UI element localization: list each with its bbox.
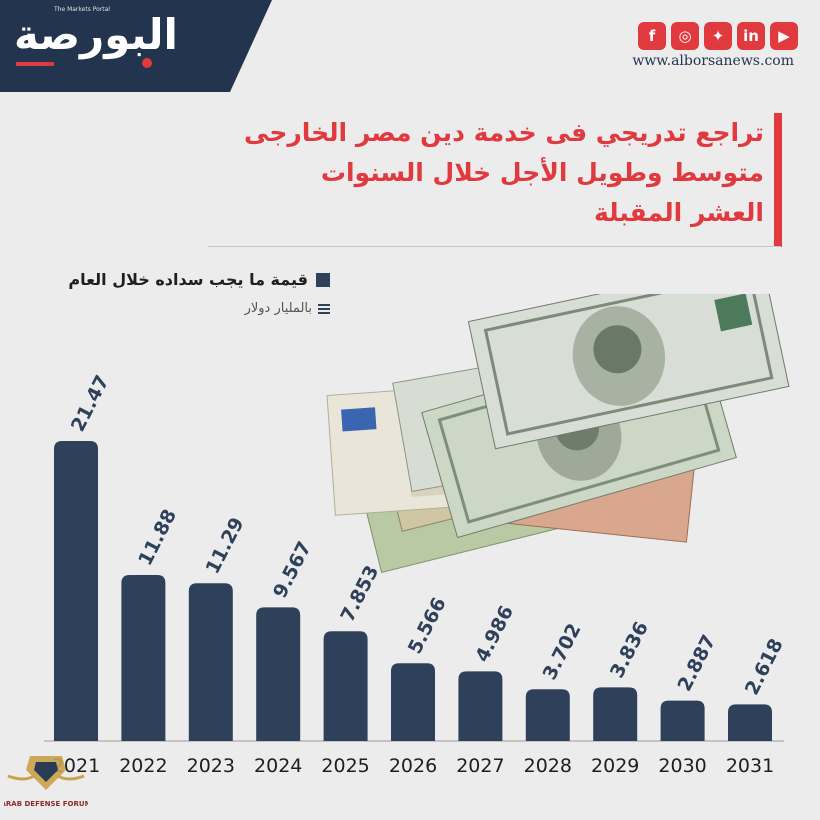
value-label-2025: 7.853 [336,562,383,626]
bar-2022 [121,575,166,741]
banknotes-illustration [326,294,790,574]
legend-label: قيمة ما يجب سداده خلال العام [68,270,308,289]
value-label-2022: 11.88 [134,506,181,570]
bar-2029 [593,687,638,741]
x-tick-2024: 2024 [254,755,302,777]
chart-legend: قيمة ما يجب سداده خلال العام بالمليار دو… [40,270,330,316]
bar-2030 [660,700,705,741]
legend-swatch [316,272,330,287]
x-tick-2030: 2030 [658,755,706,777]
bar-2027 [458,671,503,741]
value-label-2026: 5.566 [404,594,451,658]
x-tick-2027: 2027 [456,755,504,777]
twitter-icon[interactable]: ✦ [704,22,732,50]
website-url[interactable]: www.alborsanews.com [632,53,794,69]
x-tick-2022: 2022 [119,755,167,777]
x-tick-2025: 2025 [321,755,369,777]
watermark-text: ARAB DEFENSE FORUM [4,800,88,808]
logo-dot [142,58,152,68]
x-tick-2026: 2026 [389,755,437,777]
title-line-2: متوسط وطويل الأجل خلال السنوات [320,158,764,187]
value-label-2023: 11.29 [202,514,249,578]
value-label-2031: 2.618 [741,635,788,699]
youtube-icon[interactable]: ▶ [770,22,798,50]
page-title: تراجع تدريجي فى خدمة دين مصر الخارجى متو… [212,113,782,233]
title-accent-bar [774,113,782,247]
unit-label: بالمليار دولار [244,301,312,316]
logo-banner: The Markets Portal البورصة [0,0,272,92]
menu-icon [318,303,330,314]
bar-2023 [188,583,233,741]
logo-text: البورصة [14,10,179,59]
logo-tagline: The Markets Portal [54,6,110,13]
social-icons: f ◎ ✦ in ▶ [638,22,798,50]
value-label-2030: 2.887 [673,631,720,695]
bar-2031 [728,704,772,741]
bar-2021 [54,441,98,741]
value-label-2027: 4.986 [471,602,518,666]
x-tick-2031: 2031 [726,755,774,777]
value-label-2021: 21.47 [67,372,114,436]
logo-accent [16,62,54,66]
title-divider [208,246,781,247]
value-label-2024: 9.567 [269,538,316,602]
title-line-3: العشر المقبلة [593,198,764,227]
x-tick-2023: 2023 [187,755,235,777]
x-tick-2029: 2029 [591,755,639,777]
x-tick-2028: 2028 [524,755,572,777]
bar-2025 [323,631,368,741]
facebook-icon[interactable]: f [638,22,666,50]
bar-2026 [391,663,435,741]
value-label-2028: 3.702 [539,620,586,684]
bar-2024 [256,607,301,741]
value-label-2029: 3.836 [606,618,653,682]
instagram-icon[interactable]: ◎ [671,22,699,50]
linkedin-icon[interactable]: in [737,22,765,50]
watermark-logo: ARAB DEFENSE FORUM [4,756,88,808]
title-line-1: تراجع تدريجي فى خدمة دين مصر الخارجى [244,118,764,147]
bar-2028 [525,689,570,741]
